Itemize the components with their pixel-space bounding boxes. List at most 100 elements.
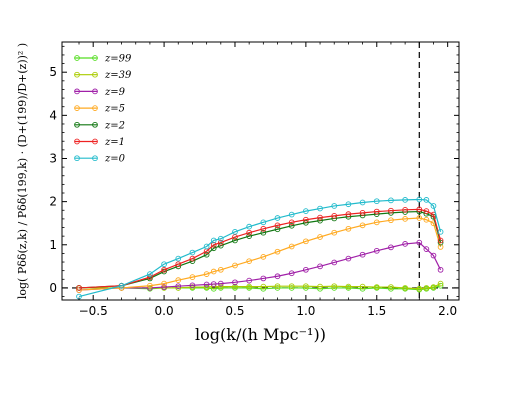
legend-marker [92, 71, 98, 78]
data-point [260, 275, 267, 282]
y-tick-label: 0 [49, 281, 57, 295]
data-point [246, 233, 253, 240]
legend-label: z=1 [104, 137, 125, 148]
data-point [331, 259, 338, 266]
data-point [416, 239, 423, 246]
data-point [217, 266, 224, 273]
axis-labels: log(k/(h Mpc⁻¹)) log( Pδδ(z,k) / Pδδ(199,… [16, 43, 326, 344]
data-point [274, 285, 281, 291]
legend-marker [74, 155, 80, 162]
data-point [189, 282, 196, 289]
data-point [331, 229, 338, 236]
data-point [217, 280, 224, 287]
axes-frame [61, 41, 460, 301]
data-point [210, 241, 217, 248]
data-point [388, 244, 394, 251]
data-point [189, 255, 196, 262]
data-point [388, 284, 394, 290]
data-point [359, 222, 366, 229]
data-point [288, 243, 295, 250]
legend-marker [74, 105, 80, 111]
data-point [437, 266, 444, 273]
data-point [161, 261, 167, 268]
data-point [203, 243, 210, 250]
data-point [175, 277, 182, 284]
legend-marker [92, 55, 98, 61]
data-point [303, 208, 309, 214]
data-point [232, 279, 238, 286]
legend-marker [74, 55, 80, 61]
data-point [260, 254, 267, 260]
data-point [260, 225, 267, 232]
data-point [274, 222, 281, 229]
data-point [232, 228, 238, 235]
data-point [402, 206, 408, 213]
data-point [345, 225, 352, 232]
legend-marker [74, 88, 80, 95]
data-point [288, 285, 295, 291]
data-point [217, 239, 224, 246]
data-point [288, 270, 295, 277]
data-point [317, 217, 323, 224]
data-point [288, 219, 295, 226]
data-point [246, 223, 253, 230]
data-point [331, 283, 338, 290]
data-point [175, 255, 182, 262]
x-tick-label: 0.0 [155, 304, 174, 318]
data-point [118, 282, 125, 289]
data-point [260, 219, 267, 226]
data-point [288, 283, 295, 290]
data-point [210, 281, 217, 287]
data-point [345, 283, 352, 290]
data-point [416, 285, 423, 292]
data-point [345, 211, 352, 217]
x-tick-label: 1.5 [367, 304, 386, 318]
legend-label: z=0 [104, 154, 126, 165]
data-point [217, 283, 224, 290]
series-layer [62, 42, 459, 300]
legend: z=99 z=39 z=9 z=5 z=2 z=1 z=0 [74, 54, 132, 165]
data-point [317, 263, 323, 270]
data-point [246, 258, 253, 265]
data-point [274, 283, 281, 290]
series-z-5 [76, 215, 444, 293]
data-point [359, 283, 366, 290]
data-point [345, 201, 352, 208]
data-point [388, 197, 394, 204]
legend-marker [92, 138, 98, 145]
x-tick-label: 0.5 [225, 304, 244, 318]
data-point [373, 219, 380, 226]
data-point [303, 238, 309, 245]
data-point [246, 277, 253, 284]
data-point [303, 266, 309, 273]
legend-label: z=5 [104, 104, 125, 115]
x-tick-label: 1.0 [296, 304, 315, 318]
legend-marker [74, 71, 80, 78]
data-point [274, 248, 281, 255]
legend-marker [92, 121, 98, 128]
y-tick-label: 5 [49, 65, 57, 79]
data-point [416, 196, 423, 203]
legend-entry: z=5 [74, 104, 125, 115]
legend-entry: z=99 [74, 54, 132, 65]
data-point [331, 203, 338, 209]
data-point [161, 284, 167, 290]
data-point [203, 271, 210, 277]
data-point [232, 283, 238, 290]
series-z-0 [76, 196, 444, 300]
data-point [423, 246, 430, 252]
data-point [175, 283, 182, 290]
data-point [437, 244, 444, 250]
legend-entry: z=9 [74, 87, 126, 98]
data-point [246, 283, 253, 290]
data-point [76, 285, 82, 291]
data-point [232, 237, 238, 244]
y-tick-label: 2 [49, 195, 57, 209]
x-axis-label: log(k/(h Mpc⁻¹)) [195, 325, 326, 344]
y-tick-label: 3 [49, 151, 57, 165]
data-point [402, 197, 408, 203]
data-point [373, 208, 380, 215]
legend-entry: z=39 [74, 70, 132, 81]
data-point [430, 203, 437, 209]
data-point [303, 216, 309, 223]
